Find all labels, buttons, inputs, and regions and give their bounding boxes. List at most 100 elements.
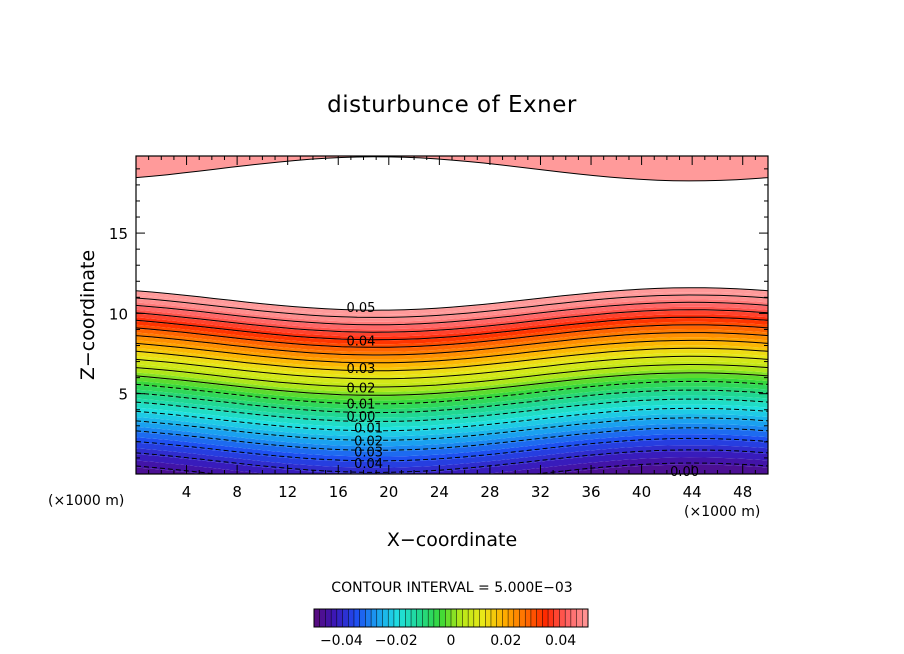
colorbar-cell	[359, 609, 366, 627]
colorbar-cell	[508, 609, 515, 627]
contour-band	[136, 310, 768, 337]
x-tick-label: 16	[329, 483, 348, 501]
x-tick-label: 40	[632, 483, 651, 501]
colorbar-cell	[451, 609, 458, 627]
y-axis-label: Z−coordinate	[77, 250, 99, 380]
colorbar-cell	[433, 609, 440, 627]
colorbar-tick-label: −0.02	[375, 633, 418, 649]
colorbar-cell	[439, 609, 446, 627]
contour-band	[136, 414, 768, 442]
x-axis-label: X−coordinate	[387, 529, 517, 551]
contour-label: 0.00	[347, 410, 376, 425]
contour-band	[136, 439, 768, 468]
colorbar-tick-label: 0.02	[490, 633, 521, 649]
x-tick-label: 8	[232, 483, 242, 501]
contour-line	[136, 332, 768, 356]
colorbar-cell	[456, 609, 463, 627]
contour-band	[136, 418, 768, 447]
contour-line	[136, 427, 768, 451]
colorbar	[313, 608, 589, 628]
contour-label: 0.04	[354, 457, 383, 472]
colorbar-cell	[388, 609, 395, 627]
contour-line	[136, 287, 768, 311]
contour-band	[136, 391, 768, 418]
colorbar-tick-label: −0.04	[320, 633, 363, 649]
colorbar-cell	[462, 609, 469, 627]
chart-title: disturbunce of Exner	[327, 92, 577, 118]
colorbar-tick-label: 0.04	[545, 633, 576, 649]
colorbar-cell	[399, 609, 406, 627]
contour-band	[136, 288, 768, 315]
colorbar-cell	[576, 609, 583, 627]
colorbar-cell	[314, 609, 321, 627]
colorbar-cell	[376, 609, 383, 627]
contour-line	[136, 389, 768, 414]
contour-band	[136, 318, 768, 345]
contour-band	[136, 445, 768, 474]
colorbar-cell	[496, 609, 503, 627]
contour-line	[136, 407, 768, 432]
contour-line	[136, 449, 768, 473]
contour-band	[136, 382, 768, 410]
colorbar-cell	[365, 609, 372, 627]
contour-band	[136, 434, 768, 462]
colorbar-cell	[336, 609, 343, 627]
colorbar-cell	[348, 609, 355, 627]
contour-label: 0.03	[347, 362, 376, 377]
colorbar-cell	[502, 609, 509, 627]
colorbar-cell	[519, 609, 526, 627]
colorbar-cell	[513, 609, 520, 627]
colorbar-cell	[468, 609, 475, 627]
colorbar-cell	[371, 609, 378, 627]
colorbar-cell	[525, 609, 532, 627]
contour-band	[136, 349, 768, 376]
contour-line	[136, 380, 768, 405]
contour-line	[136, 462, 768, 474]
colorbar-cell	[536, 609, 543, 627]
contour-line	[136, 294, 768, 318]
colorbar-cell	[490, 609, 497, 627]
y-tick-label: 10	[109, 305, 128, 323]
contour-fill-field	[136, 156, 768, 474]
contour-labels: 0.050.040.030.020.010.000.010.020.030.04…	[347, 301, 700, 480]
contour-label: 0.04	[347, 335, 376, 350]
contour-label: 0.00	[670, 465, 699, 480]
x-tick-label: 4	[182, 483, 192, 501]
colorbar-cell	[473, 609, 480, 627]
contour-line	[136, 347, 768, 372]
colorbar-cell	[342, 609, 349, 627]
x-tick-label: 36	[581, 483, 600, 501]
contour-band	[136, 333, 768, 360]
x-tick-label: 12	[278, 483, 297, 501]
y-tick-label: 5	[118, 386, 128, 404]
contour-label: 0.02	[347, 381, 376, 396]
colorbar-cell	[331, 609, 338, 627]
contour-label: 0.03	[354, 446, 383, 461]
contour-band	[136, 409, 768, 437]
contour-band	[136, 365, 768, 392]
x-tick-label: 32	[531, 483, 550, 501]
contour-line	[136, 339, 768, 364]
contour-line	[136, 417, 768, 441]
contour-line	[136, 316, 768, 341]
colorbar-cell	[319, 609, 326, 627]
colorbar-cell	[382, 609, 389, 627]
colorbar-cell	[445, 609, 452, 627]
contour-band	[136, 325, 768, 352]
contour-band	[136, 451, 768, 474]
colorbar-cell	[530, 609, 537, 627]
contour-band	[136, 303, 768, 330]
colorbar-frame	[313, 608, 589, 628]
upper-contour-region	[136, 156, 768, 182]
contour-lines	[136, 287, 768, 474]
contour-line	[136, 301, 768, 326]
colorbar-cell	[422, 609, 429, 627]
contour-label: 0.01	[347, 397, 376, 412]
colorbar-cell	[570, 609, 577, 627]
colorbar-cell	[411, 609, 418, 627]
z-unit-label: (×1000 m)	[48, 493, 124, 509]
x-tick-label: 48	[733, 483, 752, 501]
colorbar-tick-labels: −0.04 −0.02 0 0.02 0.04	[320, 633, 576, 649]
